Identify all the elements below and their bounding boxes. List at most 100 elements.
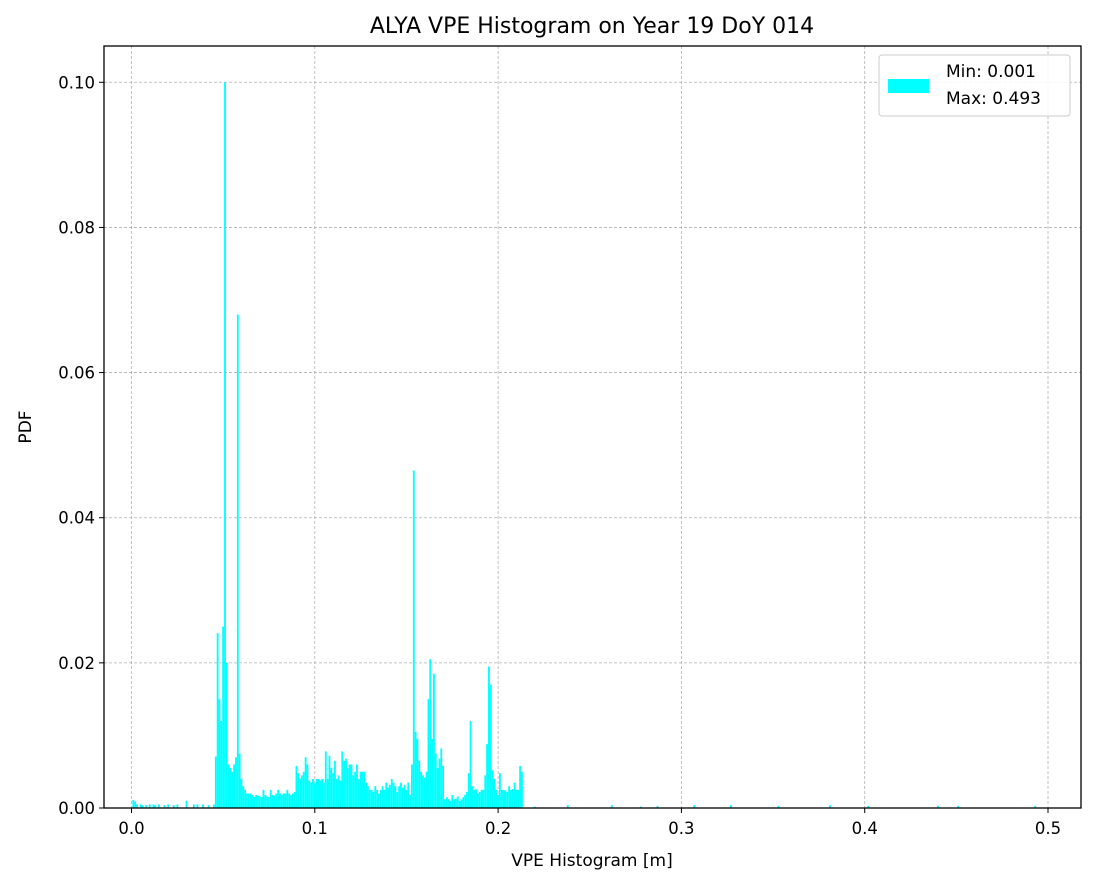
histogram-bar [442,765,445,808]
histogram-bar [433,673,435,808]
histogram-bar [478,792,481,808]
histogram-bar [376,789,379,808]
histogram-bar [236,314,239,808]
histogram-bar [357,778,360,808]
histogram-bar [418,760,421,808]
histogram-bar [132,800,135,808]
histogram-bar [361,771,364,808]
histogram-bar [255,794,258,808]
histogram-bar [354,771,357,808]
histogram-bar [497,794,500,808]
histogram-bar [136,804,138,808]
histogram-bar [396,792,399,808]
histogram-bar [471,786,474,808]
histogram-bar [321,778,324,808]
histogram-bar [499,773,501,808]
histogram-bar [409,794,412,808]
x-tick-label: 0.2 [485,819,511,838]
histogram-bar [368,789,371,808]
histogram-bar [401,787,404,808]
histogram-bar [467,773,470,808]
histogram-bar [257,795,259,808]
histogram-bar [304,757,307,808]
histogram-bar [389,784,391,808]
histogram-bar [172,805,175,808]
histogram-bar [390,778,393,808]
y-tick-label: 0.08 [58,218,95,237]
histogram-bar [431,739,434,808]
y-tick-label: 0.00 [58,799,95,818]
histogram-bar [367,786,369,808]
histogram-bar [330,768,333,808]
histogram-bar [227,764,230,808]
histogram-bar [139,804,142,808]
histogram-bar [260,797,263,808]
histogram-bar [488,666,490,808]
histogram-bar [290,794,292,808]
histogram-bar [464,794,467,808]
histogram-bar [244,789,247,808]
histogram-bar [279,793,281,808]
histogram-bar [293,792,296,808]
histogram-bar [315,778,318,808]
histogram-bar [348,764,351,808]
histogram-bar [308,780,311,808]
x-tick-label: 0.4 [852,819,878,838]
histogram-bar [167,804,170,808]
histogram-bars [132,82,1037,809]
histogram-bar [343,760,346,808]
histogram-bar [134,801,137,808]
histogram-bar [306,764,309,808]
histogram-bar [268,797,270,808]
x-tick-label: 0.5 [1035,819,1061,838]
histogram-bar [280,794,283,808]
histogram-bar [207,805,210,808]
histogram-bar [777,805,780,808]
histogram-bar [284,793,287,808]
histogram-bar [222,626,225,808]
histogram-bar [449,800,452,808]
histogram-bar [412,470,415,808]
histogram-bar [447,799,450,808]
histogram-bar [326,778,329,808]
histogram-bar [378,793,380,808]
histogram-bar [469,720,472,808]
histogram-bar [310,782,313,808]
histogram-bar [394,786,397,808]
histogram-bar [282,793,285,808]
histogram-bar [957,805,960,808]
histogram-bar [192,804,195,808]
histogram-bar [491,770,494,808]
histogram-bar [445,797,448,808]
histogram-bar [656,805,659,808]
histogram-bar [202,804,204,808]
histogram-bar [381,786,384,808]
histogram-bar [502,789,505,808]
histogram-bar [323,782,325,808]
histogram-bar [341,751,344,808]
histogram-bar [460,799,463,808]
y-tick-label: 0.06 [58,364,95,383]
histogram-bar [511,789,514,808]
histogram-bar [444,799,446,808]
x-axis-ticks: 0.0 0.1 0.2 0.3 0.4 0.5 [118,808,1061,838]
histogram-bar [229,768,232,808]
histogram-bar [370,789,373,808]
histogram-bar [246,793,248,808]
histogram-bar [466,792,468,808]
histogram-bar [275,793,278,808]
x-axis-label: VPE Histogram [m] [511,851,672,871]
grid-lines [104,46,1081,809]
histogram-bar [196,804,199,808]
histogram-bar [273,795,276,808]
histogram-bar [486,744,489,808]
histogram-bar [233,764,236,808]
histogram-bar [438,758,441,808]
histogram-bar [400,782,402,808]
histogram-bar [231,771,234,808]
histogram-bar [251,794,254,808]
histogram-bar [350,764,353,808]
histogram-bar [258,796,261,808]
histogram-bar [247,793,250,808]
